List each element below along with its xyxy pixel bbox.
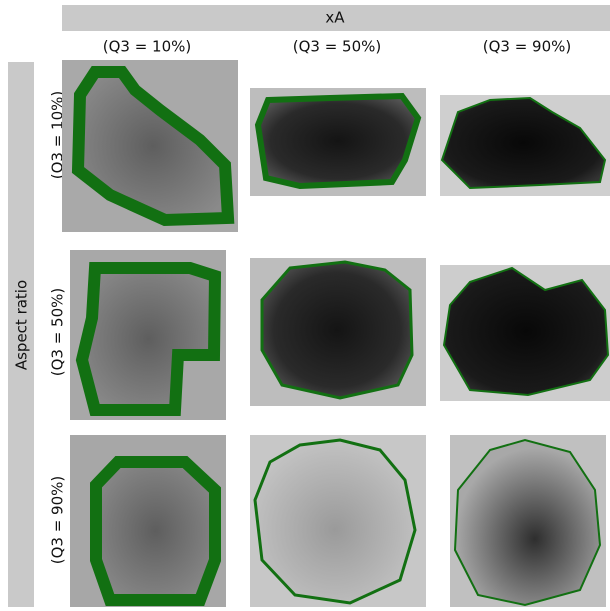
column-label: (Q3 = 50%) (293, 38, 382, 56)
column-label: (Q3 = 90%) (483, 38, 572, 56)
side-title: Aspect ratio (13, 280, 31, 370)
particle-image (250, 88, 426, 196)
page: xA (Q3 = 10%) (Q3 = 50%) (Q3 = 90%) Aspe… (0, 0, 610, 611)
figure: xA (Q3 = 10%) (Q3 = 50%) (Q3 = 90%) Aspe… (0, 0, 610, 611)
particle-image (250, 258, 426, 406)
particle-image (62, 60, 238, 232)
particle-image (450, 435, 606, 607)
particle-image (70, 250, 226, 420)
particle-image (70, 435, 226, 607)
particle-image (440, 95, 610, 196)
particle-image (250, 435, 426, 607)
particle-image (440, 265, 610, 401)
row-label: (Q3 = 90%) (49, 476, 67, 565)
header-title: xA (325, 9, 345, 27)
row-label: (Q3 = 50%) (49, 288, 67, 377)
column-label: (Q3 = 10%) (103, 38, 192, 56)
